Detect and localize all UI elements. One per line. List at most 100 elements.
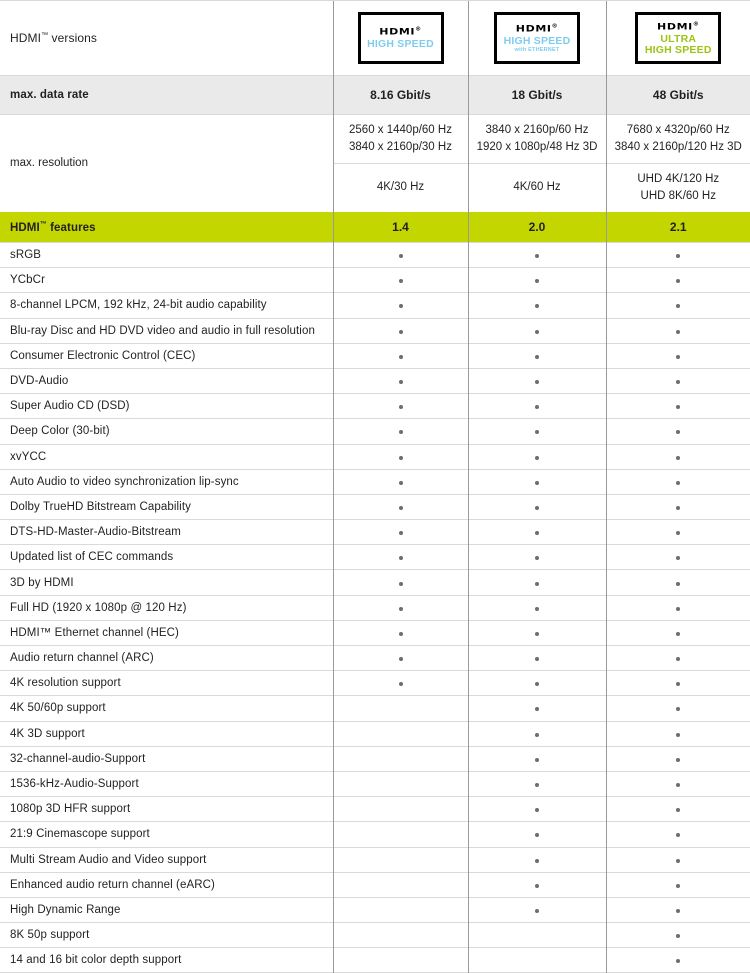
feature-support-cell	[468, 746, 606, 771]
table-row: Blu-ray Disc and HD DVD video and audio …	[0, 318, 750, 343]
feature-label: Enhanced audio return channel (eARC)	[0, 872, 333, 897]
feature-label: 4K 50/60p support	[0, 696, 333, 721]
unsupported-empty	[399, 808, 403, 812]
hdmi-features-label-text: HDMI	[10, 221, 40, 233]
registered-symbol: ®	[552, 23, 559, 29]
supported-dot-icon	[535, 783, 539, 787]
supported-dot-icon	[535, 859, 539, 863]
feature-support-cell	[468, 646, 606, 671]
unsupported-empty	[399, 833, 403, 837]
feature-support-cell	[333, 494, 468, 519]
feature-support-cell	[333, 646, 468, 671]
table-row: Consumer Electronic Control (CEC)	[0, 343, 750, 368]
feature-support-cell	[606, 419, 750, 444]
feature-support-cell	[606, 368, 750, 393]
hdmi-wordmark-text: HDMI	[516, 23, 552, 34]
feature-support-cell	[468, 822, 606, 847]
resolution-line: 3840 x 2160p/120 Hz 3D	[607, 139, 750, 156]
feature-support-cell	[333, 923, 468, 948]
feature-support-cell	[606, 620, 750, 645]
supported-dot-icon	[676, 456, 680, 460]
supported-dot-icon	[535, 682, 539, 686]
feature-label: 8-channel LPCM, 192 kHz, 24-bit audio ca…	[0, 293, 333, 318]
feature-support-cell	[606, 923, 750, 948]
supported-dot-icon	[399, 556, 403, 560]
resolution-summary-3-lines: UHD 4K/120 Hz UHD 8K/60 Hz	[607, 171, 750, 204]
feature-support-cell	[468, 394, 606, 419]
feature-support-cell	[606, 797, 750, 822]
unsupported-empty	[399, 909, 403, 913]
supported-dot-icon	[399, 405, 403, 409]
supported-dot-icon	[535, 632, 539, 636]
feature-support-cell	[468, 520, 606, 545]
supported-dot-icon	[399, 582, 403, 586]
supported-dot-icon	[676, 682, 680, 686]
feature-support-cell	[468, 948, 606, 973]
supported-dot-icon	[676, 304, 680, 308]
feature-support-cell	[468, 243, 606, 268]
resolution-detailed-2: 3840 x 2160p/60 Hz 1920 x 1080p/48 Hz 3D	[468, 115, 606, 164]
feature-support-cell	[606, 520, 750, 545]
supported-dot-icon	[676, 808, 680, 812]
badge-line2: HIGH SPEED	[645, 45, 712, 55]
table-row: 32-channel-audio-Support	[0, 746, 750, 771]
feature-support-cell	[333, 847, 468, 872]
feature-support-cell	[606, 293, 750, 318]
table-row: sRGB	[0, 243, 750, 268]
feature-support-cell	[606, 444, 750, 469]
feature-label: Deep Color (30-bit)	[0, 419, 333, 444]
feature-support-cell	[333, 343, 468, 368]
feature-label: Dolby TrueHD Bitstream Capability	[0, 494, 333, 519]
resolution-detailed-1-lines: 2560 x 1440p/60 Hz 3840 x 2160p/30 Hz	[334, 122, 468, 155]
registered-symbol: ®	[693, 21, 700, 27]
feature-support-cell	[333, 822, 468, 847]
feature-support-cell	[333, 620, 468, 645]
supported-dot-icon	[676, 506, 680, 510]
supported-dot-icon	[535, 481, 539, 485]
feature-support-cell	[606, 268, 750, 293]
resolution-detailed-1: 2560 x 1440p/60 Hz 3840 x 2160p/30 Hz	[333, 115, 468, 164]
supported-dot-icon	[399, 279, 403, 283]
feature-support-cell	[333, 545, 468, 570]
feature-label: 4K resolution support	[0, 671, 333, 696]
feature-label: Blu-ray Disc and HD DVD video and audio …	[0, 318, 333, 343]
table-row: 21:9 Cinemascope support	[0, 822, 750, 847]
supported-dot-icon	[399, 682, 403, 686]
unsupported-empty	[399, 783, 403, 787]
feature-support-cell	[606, 494, 750, 519]
feature-support-cell	[606, 872, 750, 897]
feature-support-cell	[606, 570, 750, 595]
cell-badge-high-speed-ethernet: HDMI® HIGH SPEED with ETHERNET	[468, 1, 606, 76]
supported-dot-icon	[676, 531, 680, 535]
table-row: Deep Color (30-bit)	[0, 419, 750, 444]
table-row: Auto Audio to video synchronization lip-…	[0, 469, 750, 494]
table-row: xvYCC	[0, 444, 750, 469]
supported-dot-icon	[399, 632, 403, 636]
feature-support-cell	[333, 948, 468, 973]
feature-label: 1536-kHz-Audio-Support	[0, 771, 333, 796]
supported-dot-icon	[676, 909, 680, 913]
table-row: Updated list of CEC commands	[0, 545, 750, 570]
feature-support-cell	[606, 822, 750, 847]
hdmi-wordmark-icon: HDMI®	[379, 27, 421, 36]
feature-support-cell	[333, 771, 468, 796]
table-row: YCbCr	[0, 268, 750, 293]
feature-support-cell	[606, 948, 750, 973]
resolution-line: 4K/60 Hz	[469, 179, 606, 196]
badge-wrap-1: HDMI® HIGH SPEED	[334, 12, 468, 64]
supported-dot-icon	[676, 859, 680, 863]
feature-label: Updated list of CEC commands	[0, 545, 333, 570]
feature-support-cell	[333, 368, 468, 393]
hdmi-high-speed-badge: HDMI® HIGH SPEED	[358, 12, 444, 64]
feature-support-cell	[606, 394, 750, 419]
feature-label: DVD-Audio	[0, 368, 333, 393]
supported-dot-icon	[676, 632, 680, 636]
trademark-symbol: ™	[40, 221, 47, 228]
table-row: HDMI™ Ethernet channel (HEC)	[0, 620, 750, 645]
supported-dot-icon	[676, 733, 680, 737]
feature-label: xvYCC	[0, 444, 333, 469]
table-row: 3D by HDMI	[0, 570, 750, 595]
feature-support-cell	[333, 897, 468, 922]
unsupported-empty	[399, 707, 403, 711]
